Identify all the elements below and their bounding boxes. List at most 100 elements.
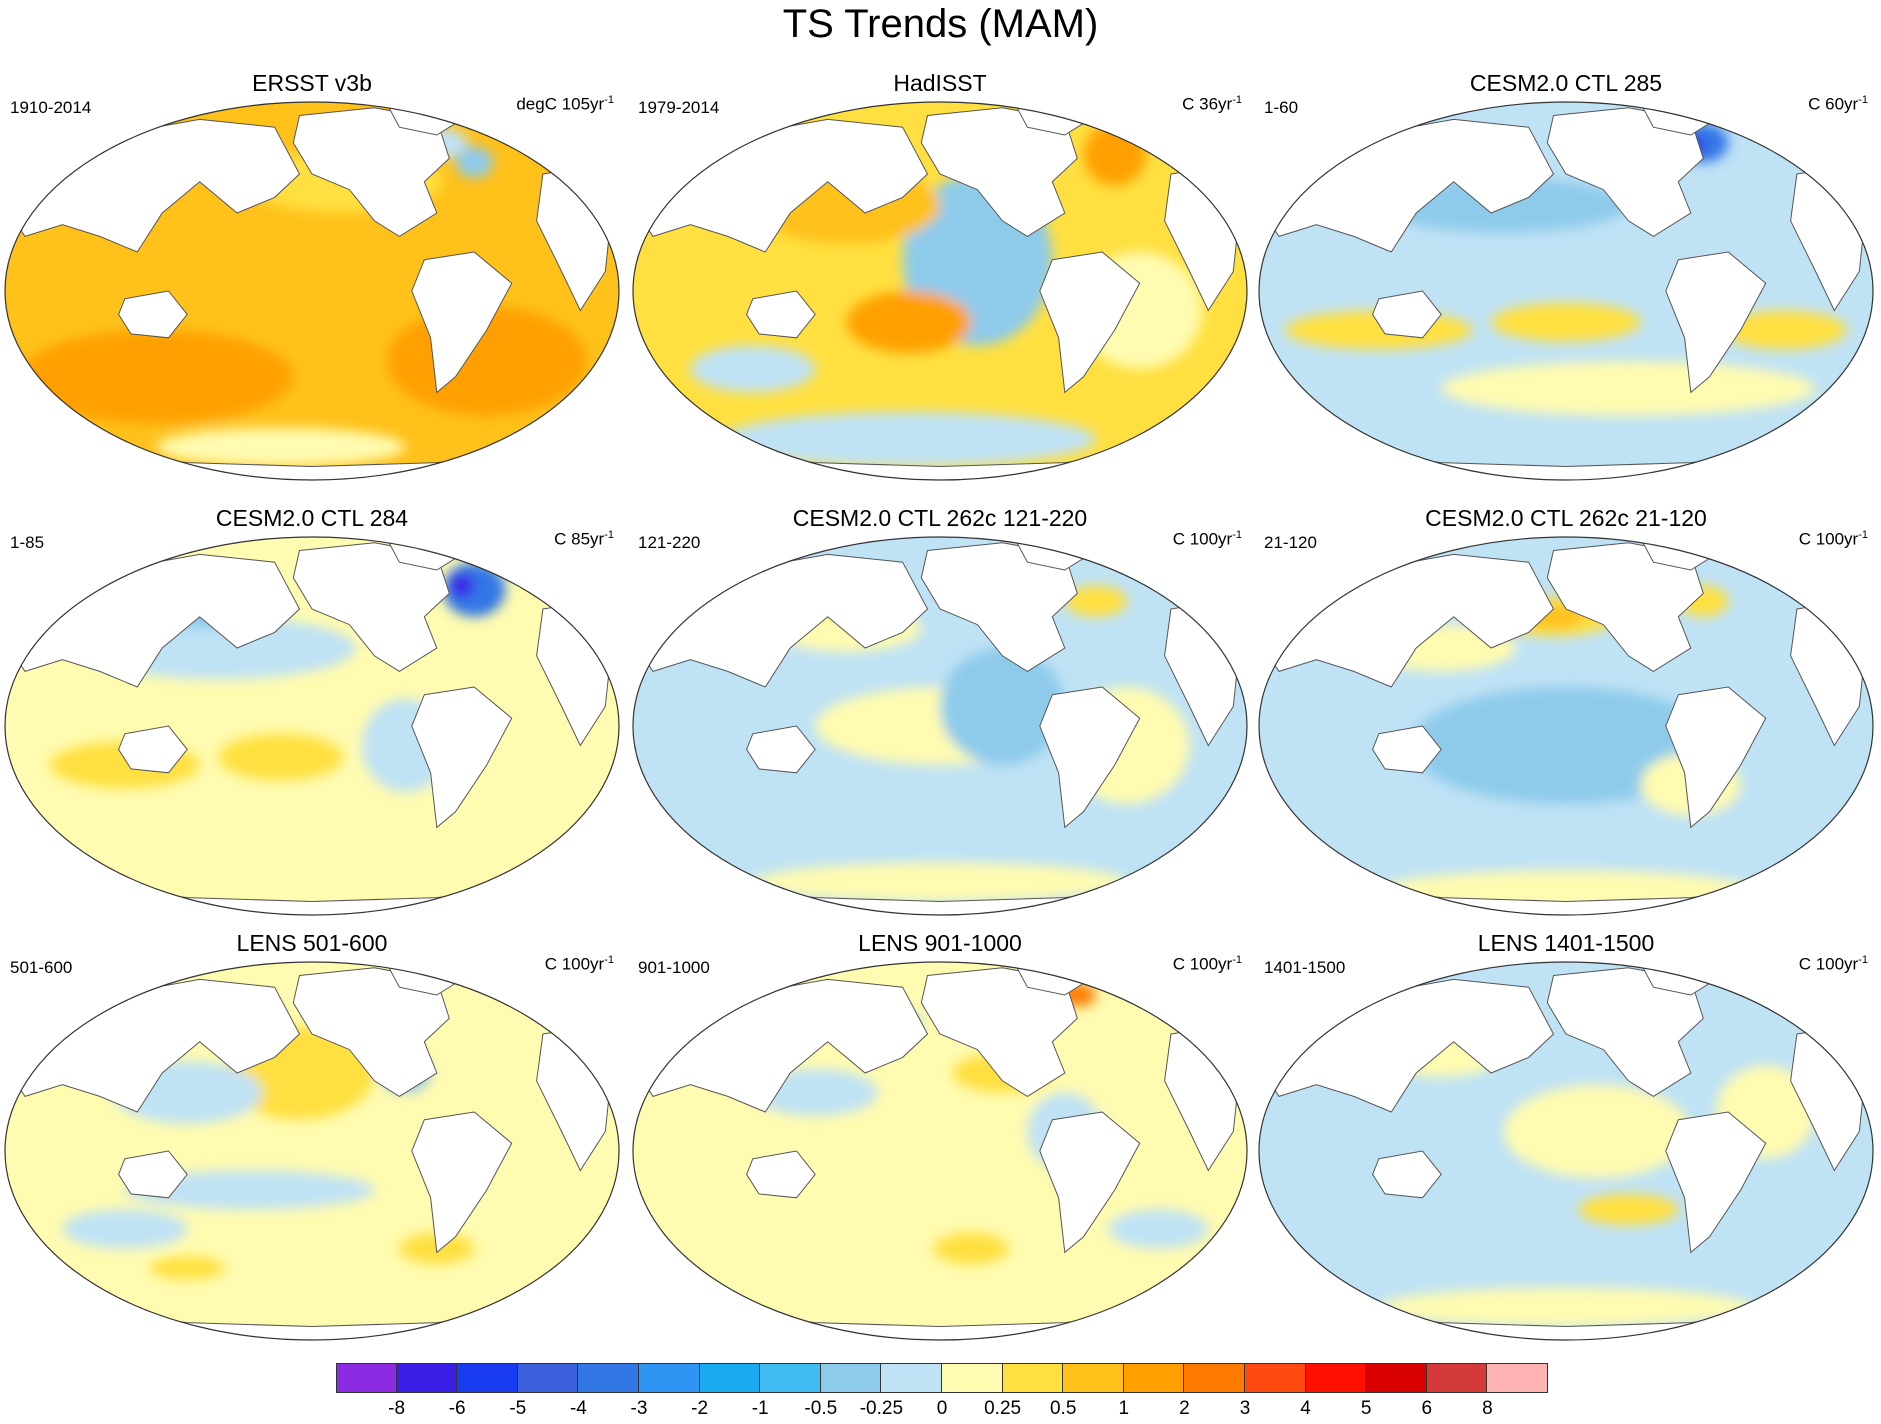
map-border [1258, 961, 1874, 1341]
anomaly-region [721, 411, 1096, 467]
colorbar-swatch [699, 1363, 761, 1393]
land-mass [1039, 1111, 1141, 1254]
colorbar-label: -6 [448, 1398, 466, 1419]
anomaly-region [933, 1232, 1009, 1265]
map-panel: LENS 901-1000 901-1000 C 100yr-1 [628, 930, 1252, 1346]
colorbar-label: 3 [1239, 1398, 1251, 1419]
panel-title: CESM2.0 CTL 284 [215, 505, 409, 531]
land-mass [746, 1150, 816, 1199]
land-mass [411, 1111, 513, 1254]
colorbar-label: 6 [1421, 1398, 1433, 1419]
colorbar-swatch [457, 1363, 518, 1393]
map-border [632, 101, 1248, 481]
land-mass [1039, 686, 1141, 829]
anomaly-region [846, 291, 972, 354]
anomaly-region [149, 1256, 225, 1280]
map-panel: LENS 501-600 501-600 C 100yr-1 [0, 930, 624, 1346]
land-mass [1039, 251, 1141, 394]
panel-title: CESM2.0 CTL 285 [1469, 70, 1663, 96]
panel-title: CESM2.0 CTL 262c 121-220 [792, 505, 1088, 531]
map-field [1258, 101, 1874, 481]
colorbar-swatch [1063, 1363, 1124, 1393]
panel-unit-label: C 36yr-1 [1182, 94, 1242, 114]
colorbar-label: -0.25 [859, 1398, 904, 1419]
map-field [632, 536, 1248, 916]
panel-unit-label: degC 105yr-1 [516, 94, 614, 114]
colorbar-swatch [1002, 1363, 1064, 1393]
land-mass [411, 686, 513, 829]
panel-unit-label: C 100yr-1 [1172, 954, 1242, 974]
colorbar-label: -4 [569, 1398, 587, 1419]
colorbar-label: 0.5 [1049, 1398, 1077, 1419]
panel-unit-label: C 60yr-1 [1808, 94, 1868, 114]
map-field [1258, 536, 1874, 916]
colorbar-swatch [1426, 1363, 1488, 1393]
anomaly-region [1441, 361, 1816, 416]
colorbar-swatch [760, 1363, 821, 1393]
anomaly-region [1722, 310, 1847, 350]
anomaly-region [690, 345, 816, 393]
map-field [632, 961, 1248, 1341]
panel-title: HadISST [893, 70, 987, 96]
map-field [4, 101, 620, 481]
map-border [632, 536, 1248, 916]
panel-period-label: 121-220 [638, 533, 701, 552]
land-mass [411, 251, 513, 394]
map-field [4, 536, 620, 916]
panel-period-label: 1-85 [10, 533, 45, 552]
panel-unit-label: C 100yr-1 [1798, 529, 1868, 549]
panel-title: LENS 501-600 [236, 930, 388, 956]
colorbar-label: 5 [1360, 1398, 1372, 1419]
land-mass [1372, 290, 1442, 339]
panel-period-label: 1-60 [1264, 98, 1299, 117]
anomaly-region [62, 1209, 188, 1249]
colorbar-label: -2 [691, 1398, 709, 1419]
land-mass [746, 725, 816, 774]
land-mass [1665, 251, 1767, 394]
anomaly-region [1108, 1209, 1209, 1249]
colorbar-label: 8 [1482, 1398, 1493, 1419]
anomaly-region [1378, 1287, 1754, 1327]
colorbar-swatch [396, 1363, 458, 1393]
colorbar-swatch [1123, 1363, 1185, 1393]
map-border [632, 961, 1248, 1341]
colorbar-label: -3 [630, 1398, 648, 1419]
map-border [4, 101, 620, 481]
land-mass [118, 1150, 188, 1199]
colorbar-label: -0.5 [804, 1398, 838, 1419]
land-mass [1665, 1111, 1767, 1254]
colorbar-label: 0.25 [984, 1398, 1022, 1419]
colorbar-swatch [1245, 1363, 1306, 1393]
panel-period-label: 1979-2014 [638, 98, 720, 117]
map-panel: HadISST 1979-2014 C 36yr-1 [628, 70, 1252, 486]
colorbar-swatch [881, 1363, 942, 1393]
colorbar [336, 1363, 1548, 1393]
anomaly-region [752, 862, 1128, 902]
map-border [4, 536, 620, 916]
map-border [1258, 536, 1874, 916]
anomaly-region [1503, 1084, 1691, 1179]
map-panel: LENS 1401-1500 1401-1500 C 100yr-1 [1254, 930, 1878, 1346]
page-title: TS Trends (MAM) [782, 2, 1099, 46]
anomaly-region [449, 573, 475, 598]
anomaly-region [124, 1170, 375, 1210]
map-field [1258, 961, 1874, 1341]
anomaly-region [455, 146, 493, 178]
colorbar-label: 2 [1179, 1398, 1190, 1419]
panel-unit-label: C 100yr-1 [1798, 954, 1868, 974]
colorbar-label: 0 [936, 1398, 948, 1419]
map-field [632, 101, 1248, 481]
anomaly-region [1578, 1193, 1679, 1226]
panel-unit-label: C 100yr-1 [1172, 529, 1242, 549]
panel-period-label: 1910-2014 [10, 98, 92, 117]
panel-unit-label: C 85yr-1 [554, 529, 614, 549]
map-border [1258, 101, 1874, 481]
anomaly-region [155, 427, 406, 467]
colorbar-swatch [1366, 1363, 1427, 1393]
anomaly-region [218, 733, 344, 781]
map-panel: CESM2.0 CTL 284 1-85 C 85yr-1 [0, 505, 624, 921]
panel-period-label: 21-120 [1264, 533, 1317, 552]
panel-period-label: 901-1000 [638, 958, 710, 977]
colorbar-swatch [578, 1363, 639, 1393]
land-mass [1372, 725, 1442, 774]
